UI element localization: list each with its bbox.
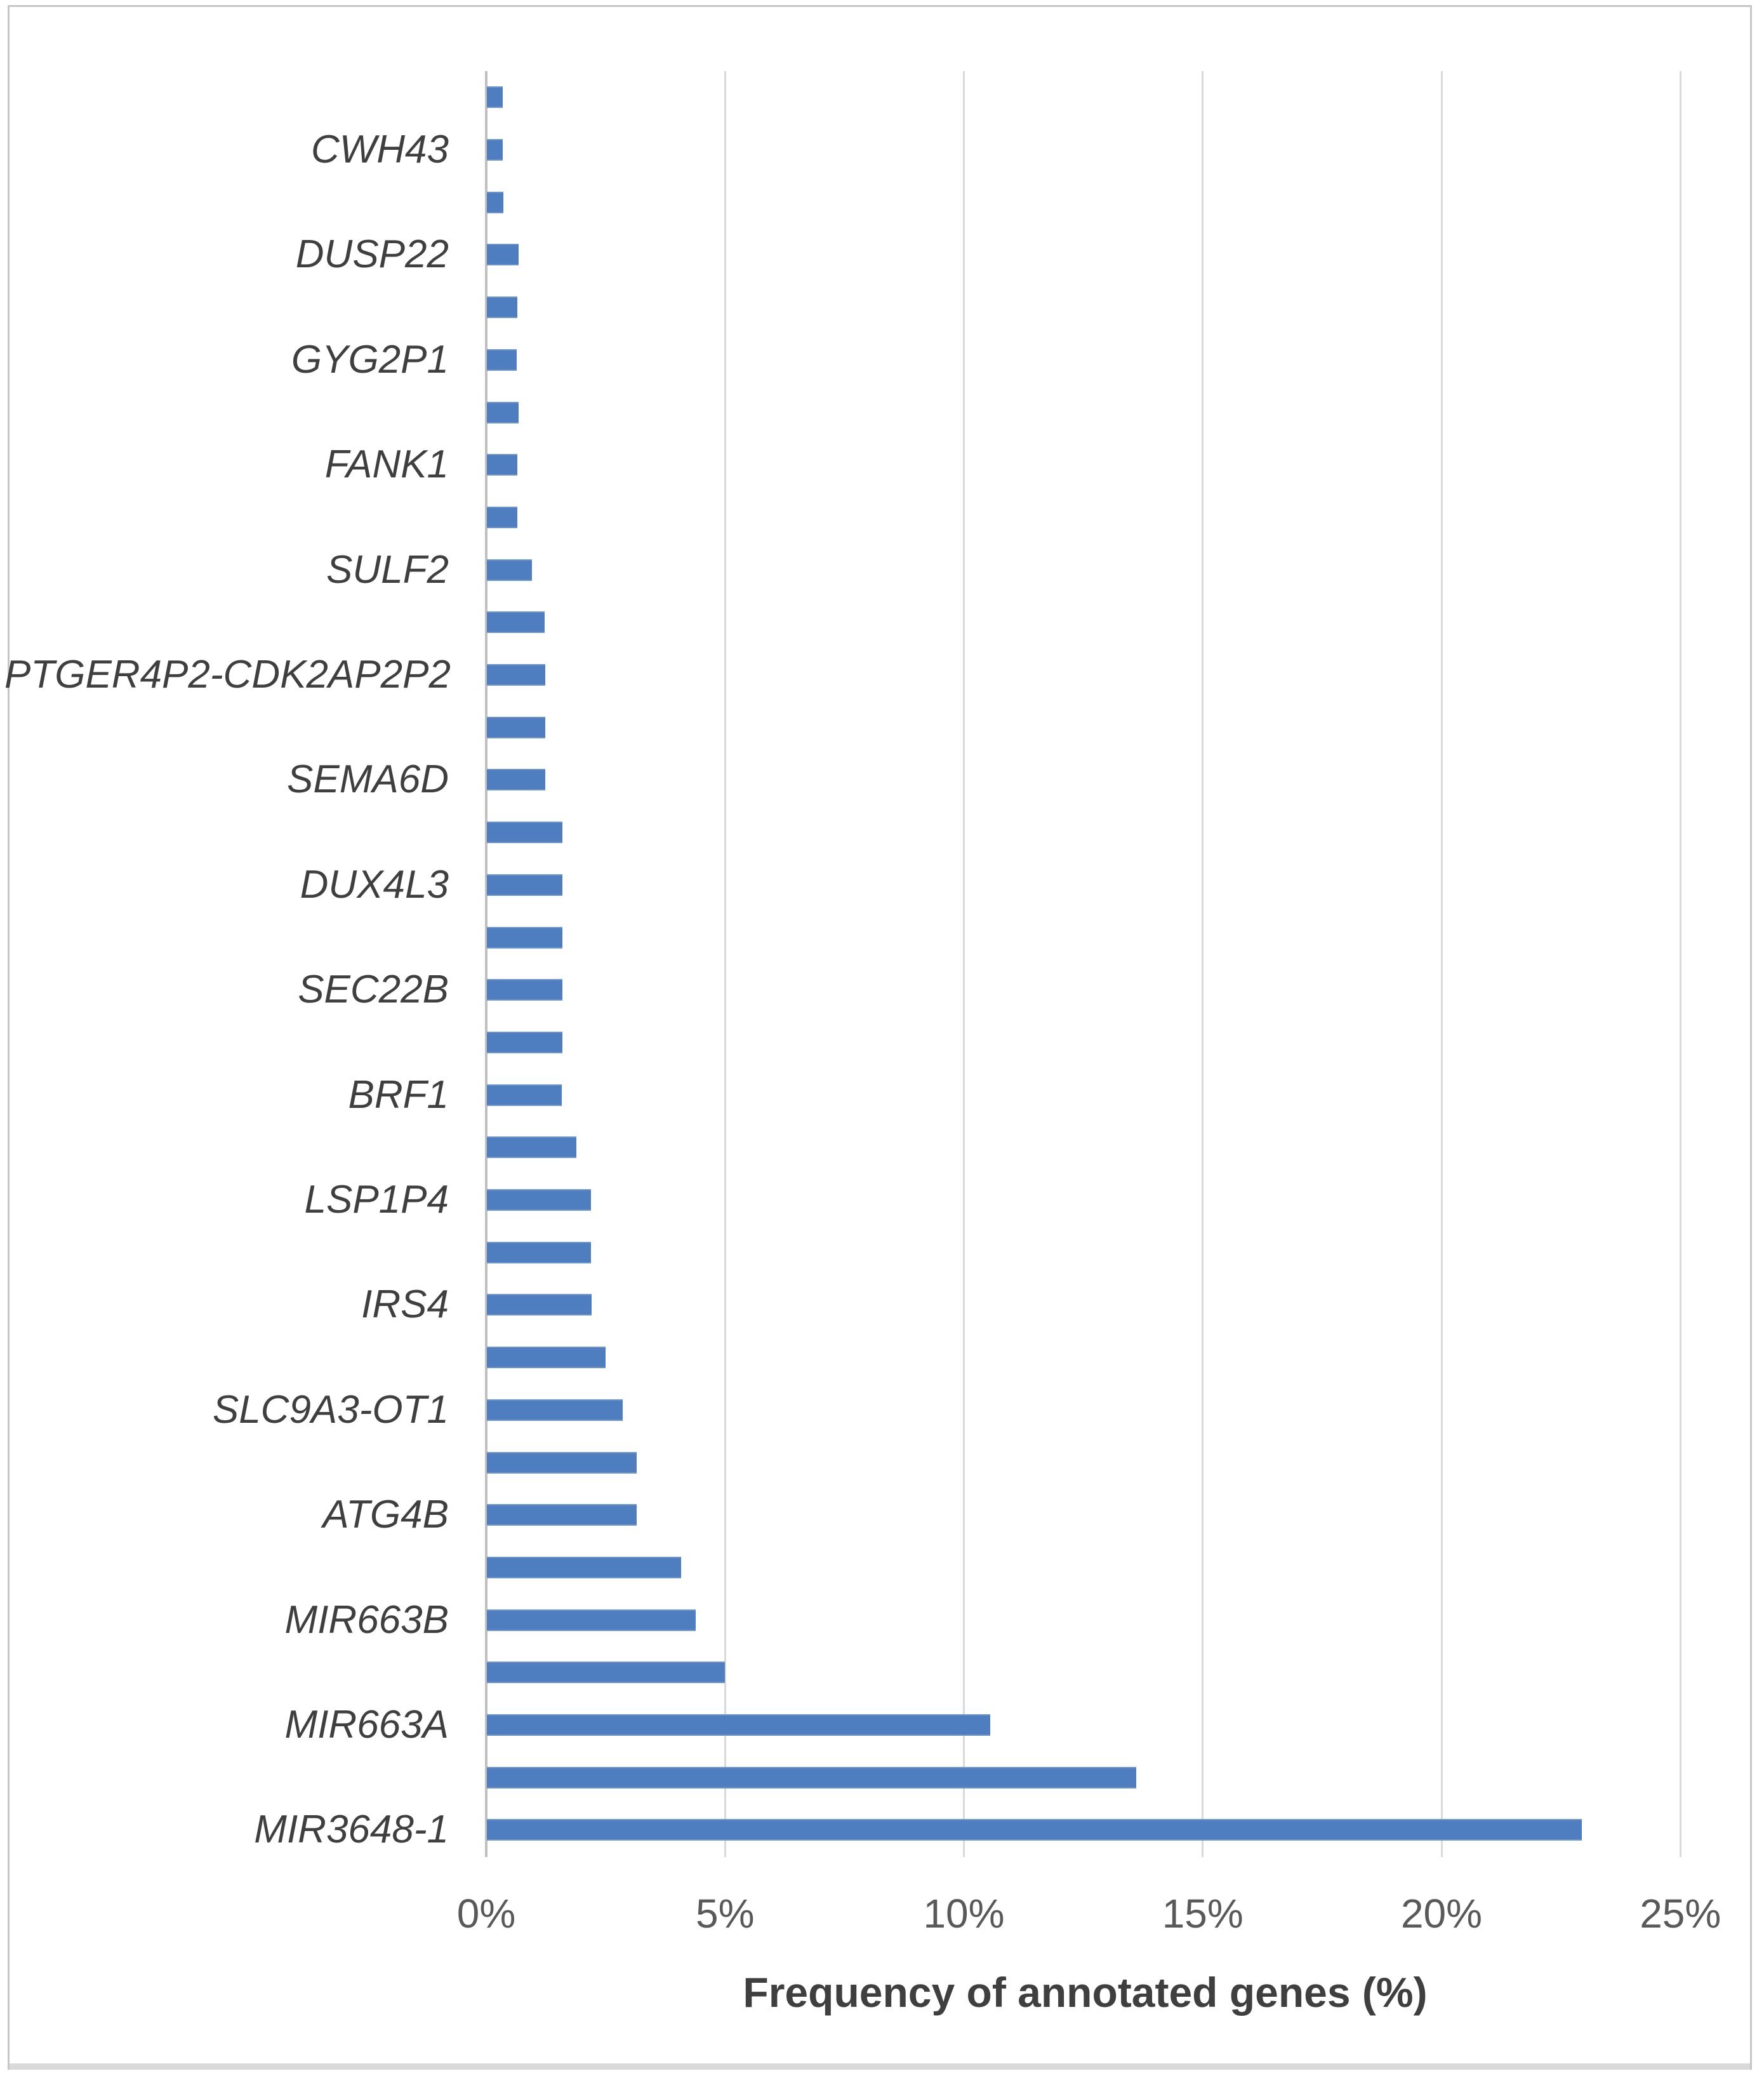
- category-label: SEC22B: [298, 968, 449, 1012]
- bar: [487, 769, 545, 791]
- bar: [487, 1819, 1582, 1841]
- bar: [487, 1031, 562, 1053]
- x-tick-label: 5%: [696, 1891, 755, 1936]
- bar: [487, 1294, 592, 1316]
- category-label: LSP1P4: [304, 1178, 449, 1222]
- category-label: MIR3648-1: [254, 1808, 449, 1852]
- bar: [487, 559, 533, 581]
- bar: [487, 191, 503, 213]
- category-label: ATG4B: [322, 1493, 449, 1537]
- category-label: MIR663A: [284, 1703, 449, 1747]
- x-axis-title: Frequency of annotated genes (%): [743, 1969, 1428, 2016]
- category-label: SULF2: [326, 547, 449, 592]
- bar: [487, 1136, 577, 1159]
- category-label: DUSP22: [295, 232, 449, 277]
- category-label: FANK1: [324, 443, 449, 487]
- bar: [487, 1451, 637, 1474]
- gridline: [1202, 71, 1204, 1857]
- bar: [487, 1556, 681, 1578]
- bar: [487, 139, 503, 161]
- category-label: PTGER4P2-CDK2AP2P2: [4, 653, 451, 697]
- bar: [487, 926, 562, 949]
- gridline: [1679, 71, 1681, 1857]
- bar: [487, 1504, 637, 1526]
- x-tick-label: 15%: [1162, 1891, 1243, 1936]
- bar: [487, 1347, 606, 1369]
- gridline: [1440, 71, 1443, 1857]
- bar: [487, 1609, 696, 1631]
- bar: [487, 1241, 592, 1263]
- bar: [487, 1399, 623, 1421]
- bar: [487, 822, 562, 844]
- category-label: SEMA6D: [287, 757, 449, 802]
- bar: [487, 296, 518, 319]
- category-label: SLC9A3-OT1: [212, 1387, 449, 1432]
- figure-border-bottom-strip: [10, 2063, 1750, 2070]
- bar: [487, 664, 545, 686]
- bar: [487, 611, 545, 634]
- bar: [487, 244, 519, 266]
- bar: [487, 1662, 726, 1684]
- category-label: MIR663B: [284, 1597, 449, 1642]
- x-tick-label: 25%: [1640, 1891, 1721, 1936]
- bar: [487, 349, 517, 371]
- bar: [487, 86, 503, 109]
- category-label: GYG2P1: [291, 337, 449, 382]
- bar: [487, 979, 562, 1001]
- category-label: DUX4L3: [300, 862, 449, 907]
- bar: [487, 1084, 562, 1106]
- bar: [487, 716, 545, 738]
- bar: [487, 401, 519, 423]
- bar: [487, 1766, 1137, 1789]
- bar: [487, 1714, 991, 1736]
- x-tick-label: 20%: [1400, 1891, 1483, 1936]
- category-label: CWH43: [310, 128, 449, 172]
- x-tick-label: 0%: [456, 1891, 516, 1936]
- x-tick-label: 10%: [923, 1891, 1005, 1936]
- bar: [487, 506, 518, 528]
- bar: [487, 454, 518, 476]
- category-label: IRS4: [361, 1282, 449, 1327]
- figure-border: [8, 5, 1752, 2070]
- bar: [487, 874, 562, 896]
- y-axis-line: [485, 71, 487, 1857]
- gridline: [963, 71, 965, 1857]
- bar: [487, 1189, 592, 1211]
- category-label: BRF1: [348, 1072, 449, 1117]
- gridline: [724, 71, 726, 1857]
